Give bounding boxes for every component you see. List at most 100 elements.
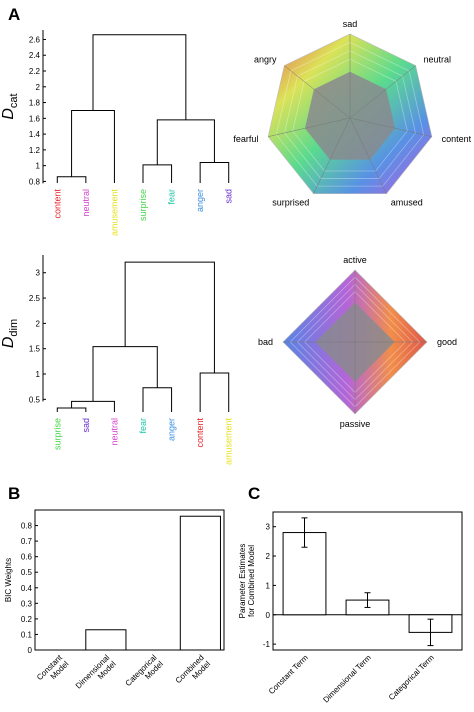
dendrogram-link — [142, 387, 173, 412]
dendrogram-dimensional: 0.5 1 1.5 2 2.5 3 Ddim surprise sad neutral fear an… — [0, 255, 234, 465]
radar-axis-label: bad — [258, 337, 273, 347]
dendrogram-link — [199, 161, 230, 183]
y-tick-label: 0.7 — [21, 537, 33, 546]
radar-categorical: sad neutral content amused surprised fearful a… — [233, 19, 471, 208]
y-tick-label: 2 — [36, 83, 41, 92]
y-tick-label: 1.4 — [29, 130, 41, 139]
y-tick-label: 0 — [28, 646, 33, 655]
radar-layer — [292, 58, 408, 172]
radar-axis-label: good — [437, 337, 457, 347]
radar-layer — [284, 50, 416, 179]
leaf-label: neutral — [109, 418, 119, 446]
leaf-label: sad — [81, 418, 91, 433]
radar-axis-label: angry — [254, 54, 277, 64]
y-tick-label: 1 — [266, 581, 271, 590]
radar-spoke — [349, 117, 387, 194]
dendrogram-link — [124, 261, 215, 374]
x-tick-label: Categorical Term — [387, 653, 436, 702]
leaf-label: content — [52, 189, 62, 219]
x-tick-label: DimensionalModel — [74, 653, 118, 697]
y-tick-label: 0.6 — [21, 553, 33, 562]
y-axis-label: Ddim — [0, 319, 20, 348]
radar-spoke — [349, 65, 416, 119]
y-axis-label: BIC Weights — [4, 558, 13, 602]
panel-label-a: A — [8, 5, 20, 24]
y-tick-label: 2 — [266, 552, 271, 561]
radar-spoke — [349, 117, 432, 137]
radar-spoke — [268, 117, 351, 137]
y-tick-label: 0.8 — [21, 522, 33, 531]
panel-label-c: C — [248, 484, 260, 503]
leaf-label: amusement — [224, 418, 234, 466]
y-tick-label: 2.4 — [29, 51, 41, 60]
dendrogram-link — [56, 407, 87, 412]
y-tick-label: 3 — [266, 523, 271, 532]
y-tick-label: 0.3 — [21, 599, 33, 608]
leaf-label: neutral — [81, 189, 91, 217]
y-axis-label: Parameter Estimatesfor Combined Model — [238, 544, 256, 619]
leaf-label: fear — [138, 418, 148, 434]
bar — [85, 629, 127, 651]
leaf-label: sad — [224, 189, 234, 204]
plot-frame — [34, 509, 225, 651]
y-tick-label: -1 — [263, 640, 271, 649]
dendrogram-link — [56, 176, 87, 183]
dendrogram-link — [92, 346, 158, 402]
radar-spoke — [313, 117, 351, 194]
y-tick-label: 3 — [36, 269, 41, 278]
radar-spoke — [284, 65, 351, 119]
leaf-label: surprise — [52, 418, 62, 450]
y-tick-label: 1.5 — [29, 345, 41, 354]
radar-axis-label: active — [343, 255, 367, 265]
bar — [179, 515, 221, 651]
leaf-label: amusement — [109, 189, 119, 237]
y-tick-label: 1.2 — [29, 146, 41, 155]
plot-frame — [272, 511, 463, 651]
y-tick-label: 0.5 — [29, 395, 41, 404]
radar-axis-label: neutral — [423, 54, 451, 64]
radar-axis-label: content — [442, 134, 472, 144]
radar-axis-label: surprised — [272, 198, 309, 208]
x-tick-label: ConstantModel — [35, 653, 71, 689]
x-tick-label: Dimensional Term — [321, 653, 373, 705]
dendrogram-link — [71, 109, 115, 183]
dendrogram-link — [199, 372, 230, 412]
radar-axis-label: fearful — [233, 134, 258, 144]
bar-chart-parameter-estimates: -1 0 1 2 3 Constant Term Dimensional Term Categ… — [238, 511, 463, 705]
x-tick-label: CategoricalModel — [124, 653, 165, 694]
y-axis-label: Dcat — [0, 93, 20, 119]
dendrogram-link — [92, 34, 187, 120]
radar-layer — [275, 41, 425, 187]
panel-label-b: B — [8, 484, 20, 503]
leaf-label: fear — [167, 189, 177, 205]
y-tick-label: 2 — [36, 319, 41, 328]
dendrogram-link — [142, 164, 173, 183]
y-tick-label: 2.6 — [29, 35, 41, 44]
y-tick-label: 0.8 — [29, 177, 41, 186]
radar-axis-label: passive — [340, 419, 371, 429]
y-tick-label: 0.4 — [21, 584, 33, 593]
y-tick-label: 0 — [266, 611, 271, 620]
y-tick-label: 0.1 — [21, 630, 33, 639]
dendrogram-link — [71, 400, 115, 412]
y-tick-label: 0.2 — [21, 615, 33, 624]
leaf-label: content — [195, 418, 205, 448]
bar-chart-bic-weights: 0 0.1 0.2 0.3 0.4 0.5 0.6 0.7 0.8 ConstantModel Di… — [4, 509, 225, 697]
y-tick-label: 0.5 — [21, 568, 33, 577]
leaf-label: anger — [195, 189, 205, 212]
y-tick-label: 2.2 — [29, 67, 41, 76]
x-tick-label: CombinedModel — [174, 653, 213, 692]
radar-axis-label: sad — [343, 19, 358, 29]
y-tick-label: 1 — [36, 370, 41, 379]
y-tick-label: 1 — [36, 162, 41, 171]
y-tick-label: 1.8 — [29, 99, 41, 108]
leaf-label: surprise — [138, 189, 148, 221]
radar-axis-label: amused — [391, 198, 423, 208]
y-tick-label: 2.5 — [29, 294, 41, 303]
x-tick-label: Constant Term — [267, 653, 310, 696]
radar-dimensional: active good passive bad — [258, 255, 457, 429]
leaf-label: anger — [167, 418, 177, 441]
dendrogram-link — [156, 119, 215, 165]
y-tick-label: 1.6 — [29, 114, 41, 123]
